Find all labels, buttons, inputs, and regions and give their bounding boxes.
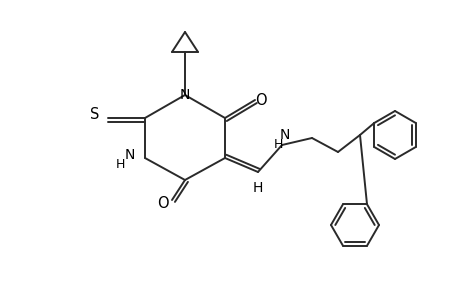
Text: O: O xyxy=(157,196,168,211)
Text: H: H xyxy=(273,137,282,151)
Text: H: H xyxy=(115,158,124,170)
Text: N: N xyxy=(279,128,290,142)
Text: S: S xyxy=(90,106,100,122)
Text: H: H xyxy=(252,181,263,195)
Text: N: N xyxy=(179,88,190,102)
Text: O: O xyxy=(255,92,266,107)
Text: N: N xyxy=(124,148,135,162)
